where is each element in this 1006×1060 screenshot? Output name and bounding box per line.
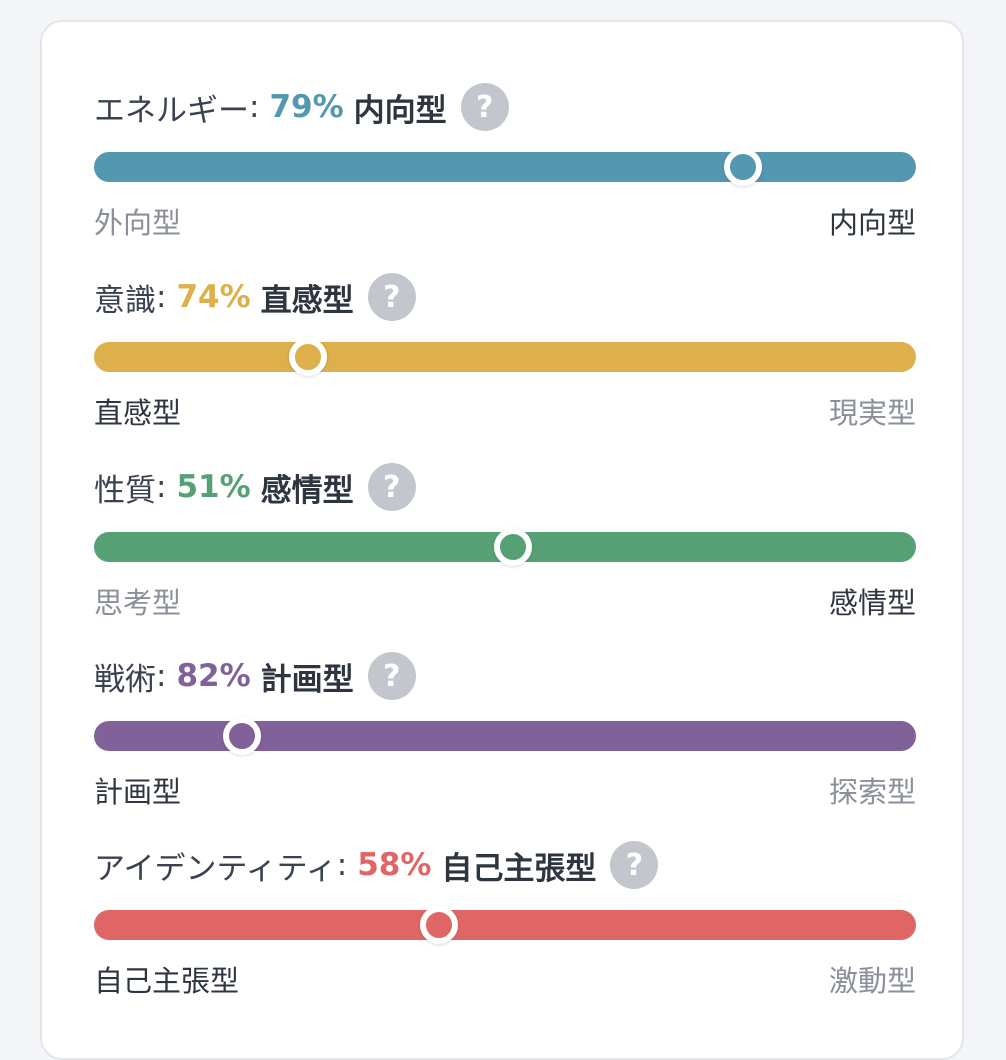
trait-name: 性質 xyxy=(94,465,156,510)
right-pole-label: 探索型 xyxy=(829,769,916,811)
trait-slider-knob[interactable] xyxy=(223,717,261,755)
right-pole-label: 激動型 xyxy=(829,958,916,1000)
trait-slider-track[interactable] xyxy=(94,721,916,751)
question-circle-icon[interactable]: ? xyxy=(368,273,416,321)
trait-type: 直感型 xyxy=(261,275,354,320)
trait-energy: エネルギー: 79% 内向型 ? 外向型 内向型 xyxy=(94,82,916,212)
right-pole-label: 感情型 xyxy=(829,580,916,622)
trait-name: 意識 xyxy=(94,275,156,320)
question-circle-icon[interactable]: ? xyxy=(368,463,416,511)
trait-slider-track[interactable] xyxy=(94,910,916,940)
trait-slider-knob[interactable] xyxy=(724,148,762,186)
left-pole-label: 計画型 xyxy=(94,769,181,811)
trait-slider-knob[interactable] xyxy=(289,338,327,376)
trait-type: 感情型 xyxy=(261,465,354,510)
trait-identity: アイデンティティ: 58% 自己主張型 ? 自己主張型 激動型 xyxy=(94,840,916,970)
trait-mind: 意識: 74% 直感型 ? 直感型 現実型 xyxy=(94,272,916,402)
trait-header: アイデンティティ: 58% 自己主張型 ? xyxy=(94,840,658,890)
trait-slider-track[interactable] xyxy=(94,342,916,372)
trait-slider-knob[interactable] xyxy=(494,528,532,566)
trait-percent: 82% xyxy=(176,658,250,694)
trait-header: 意識: 74% 直感型 ? xyxy=(94,272,416,322)
right-pole-label: 現実型 xyxy=(829,390,916,432)
trait-slider-knob[interactable] xyxy=(420,906,458,944)
trait-percent: 79% xyxy=(269,89,343,125)
trait-percent: 58% xyxy=(357,847,431,883)
left-pole-label: 直感型 xyxy=(94,390,181,432)
trait-type: 自己主張型 xyxy=(441,843,596,888)
trait-name: アイデンティティ xyxy=(94,843,337,888)
trait-nature: 性質: 51% 感情型 ? 思考型 感情型 xyxy=(94,462,916,592)
trait-percent: 74% xyxy=(176,279,250,315)
trait-name: エネルギー xyxy=(94,85,249,130)
trait-header: エネルギー: 79% 内向型 ? xyxy=(94,82,509,132)
question-circle-icon[interactable]: ? xyxy=(461,83,509,131)
left-pole-label: 自己主張型 xyxy=(94,958,239,1000)
question-circle-icon[interactable]: ? xyxy=(368,652,416,700)
personality-traits-card: エネルギー: 79% 内向型 ? 外向型 内向型 意識: 74% 直感型 ? 直… xyxy=(40,20,964,1060)
right-pole-label: 内向型 xyxy=(829,200,916,242)
trait-header: 性質: 51% 感情型 ? xyxy=(94,462,416,512)
trait-slider-track[interactable] xyxy=(94,532,916,562)
trait-slider-track[interactable] xyxy=(94,152,916,182)
trait-tactics: 戦術: 82% 計画型 ? 計画型 探索型 xyxy=(94,651,916,781)
left-pole-label: 外向型 xyxy=(94,200,181,242)
trait-percent: 51% xyxy=(176,469,250,505)
question-circle-icon[interactable]: ? xyxy=(610,841,658,889)
trait-type: 計画型 xyxy=(261,654,354,699)
left-pole-label: 思考型 xyxy=(94,580,181,622)
trait-name: 戦術 xyxy=(94,654,156,699)
trait-header: 戦術: 82% 計画型 ? xyxy=(94,651,416,701)
trait-type: 内向型 xyxy=(354,85,447,130)
